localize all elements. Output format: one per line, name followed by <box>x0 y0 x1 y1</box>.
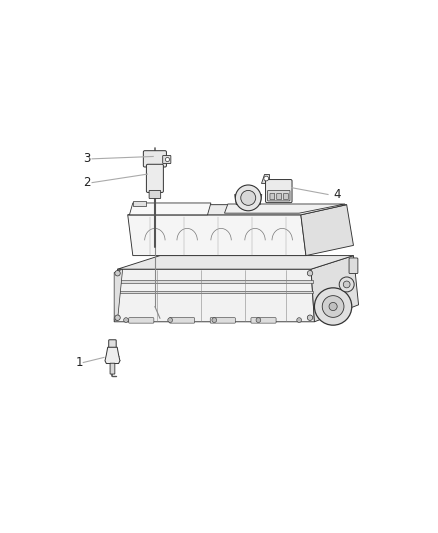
Circle shape <box>115 315 120 320</box>
Circle shape <box>343 281 350 288</box>
Circle shape <box>297 318 301 322</box>
Polygon shape <box>133 201 146 206</box>
Circle shape <box>329 302 337 311</box>
FancyBboxPatch shape <box>265 180 292 203</box>
FancyBboxPatch shape <box>349 258 358 273</box>
Circle shape <box>322 296 344 317</box>
FancyBboxPatch shape <box>146 164 163 192</box>
FancyBboxPatch shape <box>129 318 154 323</box>
FancyBboxPatch shape <box>109 340 116 348</box>
Circle shape <box>124 318 128 322</box>
Polygon shape <box>224 204 345 213</box>
Circle shape <box>314 288 352 325</box>
Polygon shape <box>117 256 353 269</box>
Circle shape <box>307 271 313 276</box>
Circle shape <box>115 271 120 276</box>
Polygon shape <box>311 256 359 322</box>
FancyBboxPatch shape <box>149 190 161 199</box>
FancyBboxPatch shape <box>283 193 288 199</box>
Circle shape <box>339 277 354 292</box>
Text: 2: 2 <box>84 176 91 189</box>
FancyBboxPatch shape <box>210 318 235 323</box>
Polygon shape <box>114 269 314 322</box>
FancyBboxPatch shape <box>110 363 115 374</box>
Polygon shape <box>115 290 314 293</box>
Polygon shape <box>301 205 353 256</box>
Circle shape <box>166 157 170 161</box>
FancyBboxPatch shape <box>251 318 276 323</box>
Polygon shape <box>114 269 123 320</box>
Circle shape <box>212 318 217 322</box>
Circle shape <box>241 190 256 205</box>
Polygon shape <box>105 347 120 364</box>
FancyBboxPatch shape <box>143 151 166 167</box>
Polygon shape <box>261 174 268 183</box>
Circle shape <box>256 318 261 322</box>
FancyBboxPatch shape <box>277 193 282 199</box>
Text: 1: 1 <box>76 356 83 369</box>
FancyBboxPatch shape <box>270 193 275 199</box>
Text: 4: 4 <box>333 188 341 201</box>
Polygon shape <box>128 215 306 256</box>
FancyBboxPatch shape <box>170 318 194 323</box>
Polygon shape <box>130 203 211 215</box>
FancyBboxPatch shape <box>268 190 290 201</box>
Circle shape <box>264 176 268 181</box>
Circle shape <box>235 185 261 211</box>
Polygon shape <box>128 205 346 215</box>
Text: 3: 3 <box>84 152 91 165</box>
Circle shape <box>168 318 173 322</box>
Polygon shape <box>235 195 262 205</box>
Polygon shape <box>115 280 314 282</box>
FancyBboxPatch shape <box>162 156 171 164</box>
Circle shape <box>307 315 313 320</box>
